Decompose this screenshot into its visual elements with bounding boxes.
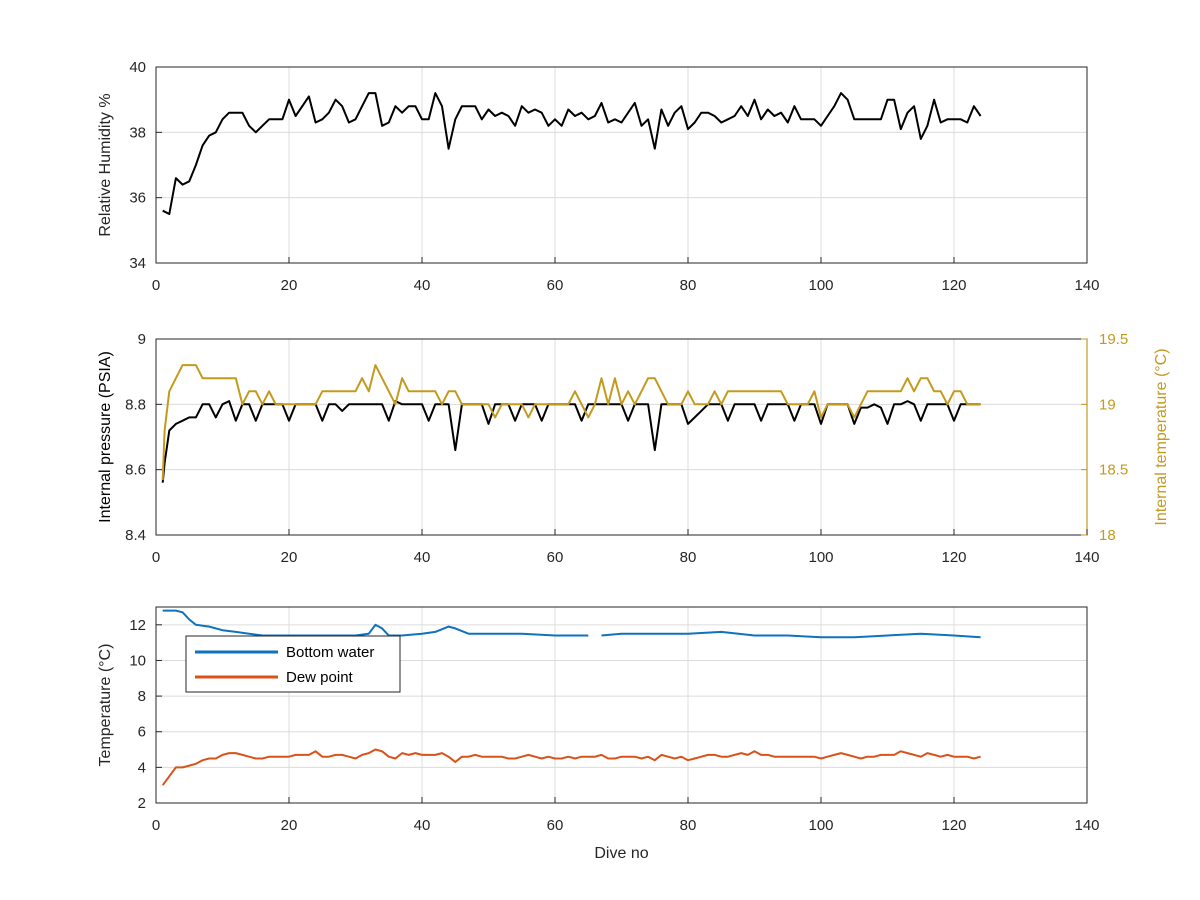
x-tick-label: 120 bbox=[941, 277, 966, 294]
series-line-1 bbox=[162, 92, 982, 215]
x-tick-label: 0 bbox=[152, 817, 160, 834]
x-axis-label: Dive no bbox=[594, 845, 648, 862]
panel-2: 0 20 40 60 80 100 120 140 8.4 8.6 8.8 9 18 18.5 19 19.5… bbox=[97, 331, 1170, 566]
series-line-dew-point bbox=[161, 748, 981, 786]
y-axis-label: Temperature (°C) bbox=[97, 644, 114, 767]
axes-frame bbox=[155, 606, 1088, 804]
y-tick-label: 34 bbox=[129, 255, 146, 272]
y-axis-label: Internal pressure (PSIA) bbox=[97, 351, 114, 523]
x-tick-label: 40 bbox=[414, 549, 431, 566]
x-tick-label: 0 bbox=[152, 277, 160, 294]
y-tick-label: 4 bbox=[138, 759, 146, 776]
legend-box bbox=[185, 635, 401, 693]
y-right-axis-label: Internal temperature (°C) bbox=[1153, 348, 1170, 525]
y-tick-label: 8.6 bbox=[125, 462, 146, 479]
y-tick-label: 36 bbox=[129, 190, 146, 207]
legend-label-dew-point: Dew point bbox=[286, 669, 354, 686]
x-tick-label: 140 bbox=[1074, 277, 1099, 294]
x-tick-label: 100 bbox=[808, 277, 833, 294]
y-right-tick-label: 18 bbox=[1099, 527, 1116, 544]
series-line-2 bbox=[161, 364, 981, 481]
y-right-tick-label: 19.5 bbox=[1099, 331, 1128, 348]
x-tick-label: 60 bbox=[547, 817, 564, 834]
y-tick-label: 2 bbox=[138, 795, 146, 812]
y-tick-label: 10 bbox=[129, 652, 146, 669]
y-tick-label: 12 bbox=[129, 617, 146, 634]
x-tick-label: 120 bbox=[941, 549, 966, 566]
x-tick-label: 20 bbox=[281, 817, 298, 834]
x-tick-label: 0 bbox=[152, 549, 160, 566]
y-tick-label: 8 bbox=[138, 688, 146, 705]
plot-area bbox=[156, 339, 1087, 535]
x-tick-label: 120 bbox=[941, 817, 966, 834]
x-tick-label: 80 bbox=[680, 817, 697, 834]
x-tick-label: 60 bbox=[547, 277, 564, 294]
x-tick-label: 80 bbox=[680, 277, 697, 294]
x-tick-label: 20 bbox=[281, 277, 298, 294]
y-right-tick-label: 19 bbox=[1099, 396, 1116, 413]
y-tick-label: 8.4 bbox=[125, 527, 146, 544]
y-tick-label: 40 bbox=[129, 59, 146, 76]
axes-frame bbox=[155, 66, 1088, 264]
x-tick-label: 100 bbox=[808, 549, 833, 566]
x-tick-label: 20 bbox=[281, 549, 298, 566]
panel-3: 0 20 40 60 80 100 120 140 2 4 6 8 10 12 Temperature (°… bbox=[97, 606, 1100, 862]
x-tick-label: 100 bbox=[808, 817, 833, 834]
y-tick-label: 9 bbox=[138, 331, 146, 348]
plot-area bbox=[156, 67, 1087, 263]
x-tick-label: 80 bbox=[680, 549, 697, 566]
y-tick-label: 38 bbox=[129, 124, 146, 141]
y-right-tick-label: 18.5 bbox=[1099, 462, 1128, 479]
x-tick-label: 140 bbox=[1074, 817, 1099, 834]
legend-label-bottom-water: Bottom water bbox=[286, 644, 374, 661]
x-tick-label: 60 bbox=[547, 549, 564, 566]
x-tick-label: 40 bbox=[414, 817, 431, 834]
x-tick-label: 40 bbox=[414, 277, 431, 294]
y-tick-label: 6 bbox=[138, 724, 146, 741]
x-tick-label: 140 bbox=[1074, 549, 1099, 566]
legend: Bottom water Dew point bbox=[185, 635, 401, 693]
y-tick-label: 8.8 bbox=[125, 396, 146, 413]
panel-1: 0 20 40 60 80 100 120 140 34 36 38 40 Relative Humid… bbox=[97, 59, 1100, 294]
y-axis-label: Relative Humidity % bbox=[97, 93, 114, 236]
